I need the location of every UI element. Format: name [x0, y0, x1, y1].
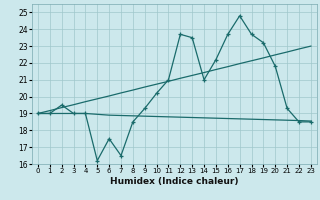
X-axis label: Humidex (Indice chaleur): Humidex (Indice chaleur) — [110, 177, 239, 186]
